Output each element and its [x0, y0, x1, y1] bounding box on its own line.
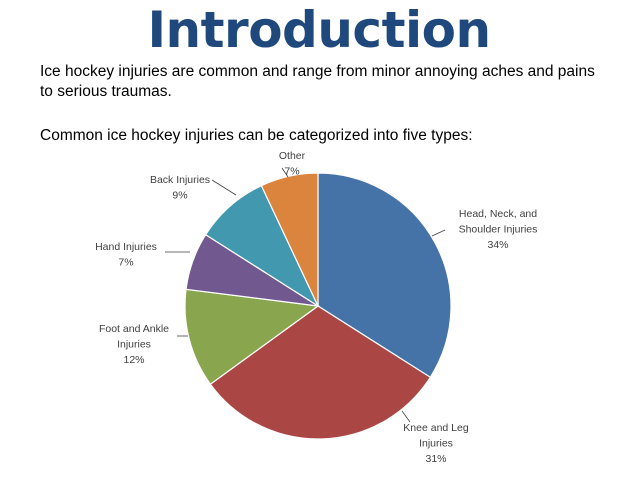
slide-title: Introduction	[147, 1, 491, 59]
leader-line-6	[281, 167, 289, 178]
intro-paragraph: Ice hockey injuries are common and range…	[40, 63, 595, 100]
data-label-4: Hand Injuries 7%	[95, 241, 157, 269]
data-label-2: Knee and Leg Injuries 31%	[403, 422, 469, 465]
leader-line-5	[211, 179, 237, 196]
leader-line-1	[431, 229, 446, 237]
pie-slice-2	[209, 305, 432, 440]
pie-slice-6	[260, 172, 319, 307]
data-label-6: Other 7%	[279, 150, 306, 178]
pie-slice-3	[184, 288, 320, 386]
categories-paragraph: Common ice hockey injuries can be catego…	[40, 127, 473, 144]
data-label-1: Head, Neck, and Shoulder Injuries 34%	[459, 208, 538, 251]
leader-line-2	[401, 410, 411, 423]
data-label-3: Foot and Ankle Injuries 12%	[99, 323, 169, 366]
data-label-5: Back Injuries 9%	[150, 174, 210, 202]
pie-slice-1	[317, 172, 452, 379]
